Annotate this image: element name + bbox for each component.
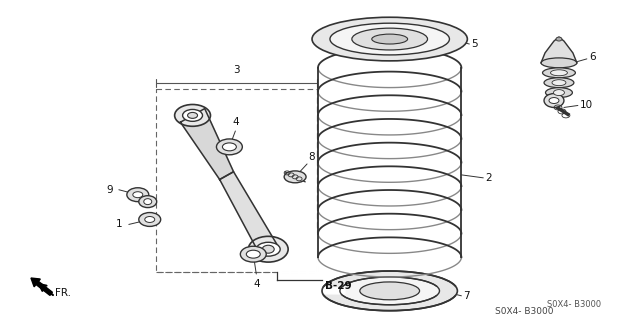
Text: B-29: B-29 <box>325 281 351 291</box>
Polygon shape <box>180 108 234 180</box>
Text: 6: 6 <box>589 52 595 62</box>
Text: 3: 3 <box>233 65 239 75</box>
Text: S0X4- B3000: S0X4- B3000 <box>495 307 553 316</box>
Ellipse shape <box>216 139 243 155</box>
Text: 4: 4 <box>232 117 239 127</box>
Text: 2: 2 <box>485 173 492 183</box>
Ellipse shape <box>543 68 575 78</box>
Ellipse shape <box>139 212 161 227</box>
Ellipse shape <box>175 105 211 126</box>
Ellipse shape <box>544 93 564 108</box>
Ellipse shape <box>248 236 288 262</box>
Text: 7: 7 <box>463 291 470 301</box>
Ellipse shape <box>127 188 148 202</box>
Ellipse shape <box>139 196 157 208</box>
Ellipse shape <box>133 192 143 198</box>
Ellipse shape <box>223 143 236 151</box>
Text: S0X4- B3000: S0X4- B3000 <box>547 300 601 309</box>
Ellipse shape <box>554 90 564 96</box>
Text: 1: 1 <box>116 220 123 229</box>
Ellipse shape <box>145 217 155 222</box>
Ellipse shape <box>360 282 420 300</box>
Ellipse shape <box>246 250 260 258</box>
Ellipse shape <box>544 78 574 88</box>
Bar <box>156 89 317 272</box>
Ellipse shape <box>372 34 408 44</box>
Ellipse shape <box>284 171 306 183</box>
Polygon shape <box>320 288 345 294</box>
Ellipse shape <box>312 17 467 61</box>
Ellipse shape <box>549 98 559 103</box>
Ellipse shape <box>541 58 577 68</box>
Text: FR.: FR. <box>55 288 71 298</box>
Ellipse shape <box>241 246 266 262</box>
Ellipse shape <box>352 28 428 50</box>
Ellipse shape <box>256 242 280 256</box>
Ellipse shape <box>322 271 458 311</box>
FancyArrow shape <box>31 278 52 295</box>
Ellipse shape <box>262 245 274 253</box>
Polygon shape <box>541 37 577 63</box>
Text: 4: 4 <box>253 279 260 289</box>
Ellipse shape <box>340 277 440 305</box>
Ellipse shape <box>188 112 198 118</box>
Ellipse shape <box>330 23 449 55</box>
Text: 8: 8 <box>308 152 315 162</box>
Ellipse shape <box>552 80 566 86</box>
Ellipse shape <box>182 109 202 121</box>
Text: 9: 9 <box>106 185 113 195</box>
Polygon shape <box>220 172 277 254</box>
Text: 5: 5 <box>471 39 478 49</box>
Text: 10: 10 <box>580 100 593 110</box>
Ellipse shape <box>550 70 568 76</box>
Ellipse shape <box>545 88 572 98</box>
Ellipse shape <box>144 199 152 204</box>
Ellipse shape <box>556 37 562 41</box>
